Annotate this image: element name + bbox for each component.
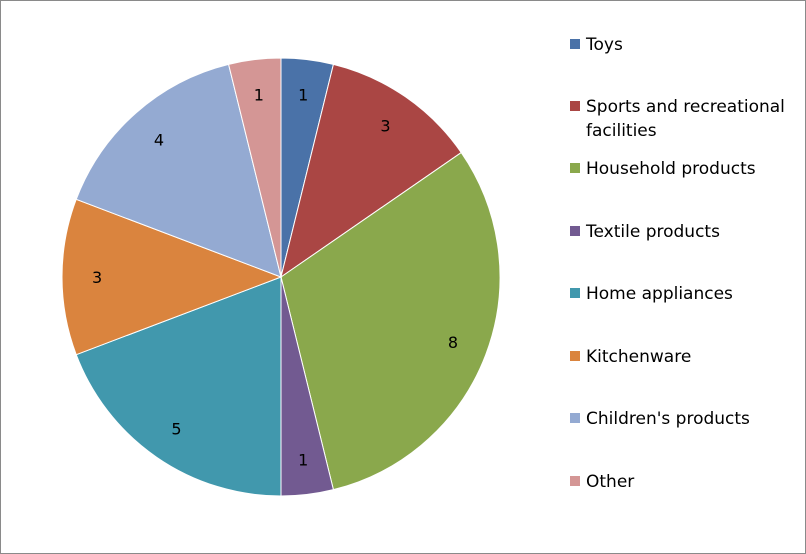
legend-item-1: Sports and recreational facilities: [570, 95, 795, 143]
legend-swatch-3: [570, 226, 580, 236]
legend-label-5: Kitchenware: [586, 347, 692, 367]
legend-item-2: Household products: [570, 157, 795, 181]
pie-slice-2: [280, 151, 501, 491]
legend-swatch-1: [570, 101, 580, 111]
data-label-2: 8: [448, 333, 458, 352]
legend-label-3: Textile products: [586, 222, 720, 242]
legend-item-3: Textile products: [570, 220, 795, 244]
pie-slice-1: [280, 63, 462, 279]
legend-label-4: Home appliances: [586, 284, 733, 304]
data-label-6: 4: [154, 130, 164, 149]
legend-item-7: Other: [570, 470, 795, 494]
pie-slice-5: [61, 198, 283, 356]
legend-swatch-2: [570, 163, 580, 173]
legend-item-6: Children's products: [570, 407, 795, 431]
legend-label-2: Household products: [586, 159, 756, 179]
legend-item-5: Kitchenware: [570, 345, 795, 369]
legend-label-6: Children's products: [586, 409, 750, 429]
data-label-4: 5: [171, 419, 181, 438]
legend-label-0: Toys: [586, 35, 623, 55]
data-label-7: 1: [254, 85, 264, 104]
legend-swatch-6: [570, 413, 580, 423]
data-label-1: 3: [380, 117, 390, 136]
legend-swatch-7: [570, 476, 580, 486]
legend-item-4: Home appliances: [570, 282, 795, 306]
legend-swatch-5: [570, 351, 580, 361]
legend-swatch-4: [570, 288, 580, 298]
data-label-5: 3: [92, 268, 102, 287]
legend-swatch-0: [570, 39, 580, 49]
legend-item-0: Toys: [570, 33, 795, 57]
pie-slice-6: [75, 63, 282, 278]
legend-label-7: Other: [586, 472, 635, 492]
pie-slice-7: [227, 57, 282, 278]
legend-label-1: Sports and recreational facilities: [586, 97, 785, 141]
data-label-0: 1: [298, 85, 308, 104]
data-label-3: 1: [298, 451, 308, 470]
pie-slice-4: [75, 276, 282, 497]
